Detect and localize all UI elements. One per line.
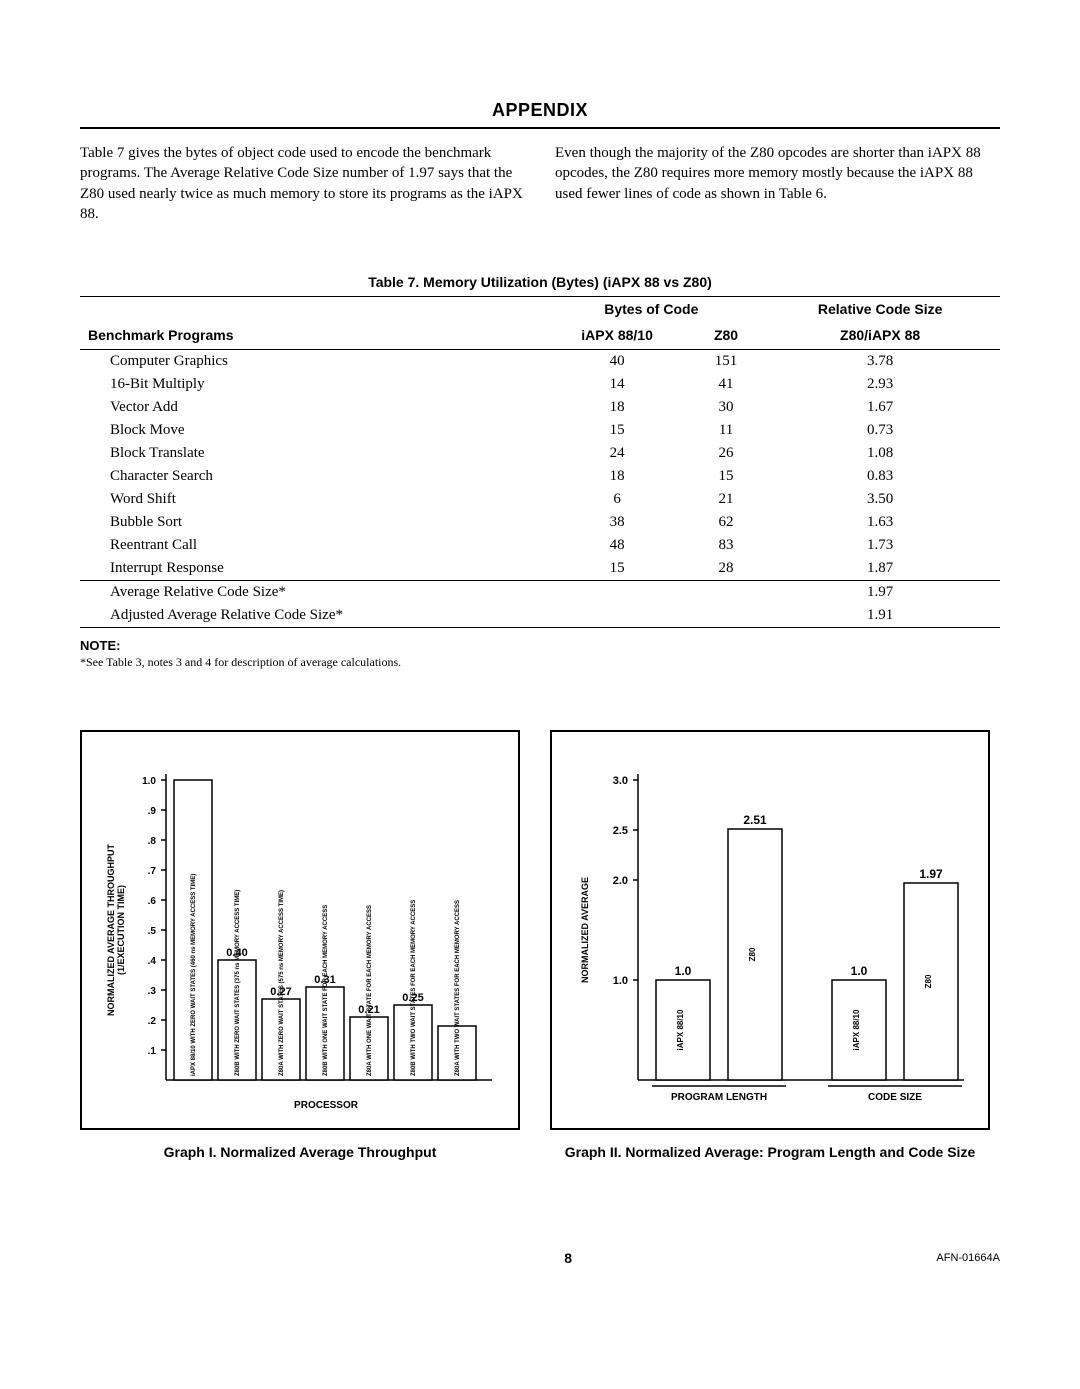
graph1-box: .1 .2 .3 .4 .5 .6 .7 .8 .9 1.0 NORMALIZED AVERAGE …	[80, 730, 520, 1130]
svg-text:3.0: 3.0	[613, 775, 628, 787]
table7-caption: Table 7. Memory Utilization (Bytes) (iAP…	[80, 274, 1000, 290]
table-row: Character Search18150.83	[80, 465, 1000, 488]
svg-text:1.0: 1.0	[851, 964, 868, 978]
table-row: Vector Add18301.67	[80, 396, 1000, 419]
doc-code: AFN-01664A	[936, 1252, 1000, 1264]
svg-text:.7: .7	[148, 866, 157, 877]
svg-text:.9: .9	[148, 806, 157, 817]
svg-text:2.51: 2.51	[743, 813, 767, 827]
graph1-svg: .1 .2 .3 .4 .5 .6 .7 .8 .9 1.0 NORMALIZED AVERAGE …	[96, 750, 506, 1120]
table-row: 16-Bit Multiply14412.93	[80, 373, 1000, 396]
table-row: Block Translate24261.08	[80, 442, 1000, 465]
intro-left: Table 7 gives the bytes of object code u…	[80, 143, 525, 224]
intro-paragraphs: Table 7 gives the bytes of object code u…	[80, 143, 1000, 224]
graph1-wrapper: .1 .2 .3 .4 .5 .6 .7 .8 .9 1.0 NORMALIZED AVERAGE …	[80, 730, 520, 1160]
svg-text:1.97: 1.97	[919, 867, 943, 881]
svg-text:.4: .4	[148, 956, 157, 967]
page-footer: 8 AFN-01664A	[80, 1250, 1000, 1266]
table-row: Interrupt Response15281.87	[80, 557, 1000, 581]
svg-text:.8: .8	[148, 836, 157, 847]
th-relsize-top: Relative Code Size	[760, 297, 1000, 324]
graph2-box: 1.0 2.0 2.5 3.0 NORMALIZED AVERAGE 1.0 iAPX 88…	[550, 730, 990, 1130]
th-relsize-bot: Z80/iAPX 88	[760, 323, 1000, 350]
svg-text:Z80A WITH ZERO WAIT STATES (57: Z80A WITH ZERO WAIT STATES (575 ns MEMOR…	[279, 890, 285, 1076]
th-benchmark: Benchmark Programs	[80, 297, 542, 350]
svg-text:.2: .2	[148, 1016, 157, 1027]
table-row: Block Move15110.73	[80, 419, 1000, 442]
graph2-caption: Graph II. Normalized Average: Program Le…	[550, 1144, 990, 1160]
appendix-heading: APPENDIX	[80, 100, 1000, 127]
note-body: *See Table 3, notes 3 and 4 for descript…	[80, 655, 1000, 670]
svg-text:Z80: Z80	[924, 974, 933, 988]
th-z80: Z80	[692, 323, 760, 350]
svg-text:2.5: 2.5	[613, 825, 628, 837]
svg-text:1.0: 1.0	[613, 975, 628, 987]
svg-text:.5: .5	[148, 926, 157, 937]
table-row: Computer Graphics401513.78	[80, 350, 1000, 374]
svg-text:CODE SIZE: CODE SIZE	[868, 1092, 922, 1103]
svg-text:Z80B WITH ONE WAIT STATE FOR E: Z80B WITH ONE WAIT STATE FOR EACH MEMORY…	[323, 905, 329, 1076]
table-row: Average Relative Code Size*1.97	[80, 581, 1000, 605]
svg-text:.1: .1	[148, 1046, 157, 1057]
svg-text:.3: .3	[148, 986, 157, 997]
svg-text:Z80A WITH ONE WAIT STATE FOR E: Z80A WITH ONE WAIT STATE FOR EACH MEMORY…	[367, 905, 373, 1076]
svg-text:1.0: 1.0	[675, 964, 692, 978]
svg-text:Z80B WITH ZERO WAIT STATES (37: Z80B WITH ZERO WAIT STATES (375 ns MEMOR…	[235, 890, 241, 1076]
th-bytes-group: Bytes of Code	[542, 297, 760, 324]
table7: Benchmark Programs Bytes of Code Relativ…	[80, 296, 1000, 628]
graph2-caption-text: Graph II. Normalized Average: Program Le…	[565, 1144, 975, 1160]
svg-text:NORMALIZED AVERAGE THROUGHPUT(: NORMALIZED AVERAGE THROUGHPUT(1/EXECUTIO…	[106, 844, 126, 1017]
page-number: 8	[564, 1250, 572, 1266]
th-iapx: iAPX 88/10	[542, 323, 691, 350]
table-row: Bubble Sort38621.63	[80, 511, 1000, 534]
svg-text:PROGRAM LENGTH: PROGRAM LENGTH	[671, 1092, 767, 1103]
svg-text:Z80: Z80	[748, 947, 757, 961]
svg-text:.6: .6	[148, 896, 157, 907]
graph1-caption: Graph I. Normalized Average Throughput	[80, 1144, 520, 1160]
table-row: Word Shift6213.50	[80, 488, 1000, 511]
svg-text:Z80A WITH TWO WAIT STATES FOR: Z80A WITH TWO WAIT STATES FOR EACH MEMOR…	[455, 900, 461, 1076]
table-row: Reentrant Call48831.73	[80, 534, 1000, 557]
intro-right: Even though the majority of the Z80 opco…	[555, 143, 1000, 224]
svg-text:iAPX 88/10: iAPX 88/10	[852, 1009, 861, 1050]
svg-text:2.0: 2.0	[613, 875, 628, 887]
note-header: NOTE:	[80, 638, 1000, 653]
svg-text:iAPX 88/10 WITH ZERO WAIT STAT: iAPX 88/10 WITH ZERO WAIT STATES (460 ns…	[191, 874, 197, 1076]
table-row: Adjusted Average Relative Code Size*1.91	[80, 604, 1000, 628]
svg-text:PROCESSOR: PROCESSOR	[294, 1100, 359, 1111]
graph2-wrapper: 1.0 2.0 2.5 3.0 NORMALIZED AVERAGE 1.0 iAPX 88…	[550, 730, 990, 1160]
graph2-svg: 1.0 2.0 2.5 3.0 NORMALIZED AVERAGE 1.0 iAPX 88…	[566, 750, 976, 1120]
svg-text:NORMALIZED AVERAGE: NORMALIZED AVERAGE	[580, 877, 590, 983]
svg-text:1.0: 1.0	[142, 776, 156, 787]
svg-text:Z80B WITH TWO WAIT STATES FOR: Z80B WITH TWO WAIT STATES FOR EACH MEMOR…	[411, 900, 417, 1076]
svg-text:iAPX 88/10: iAPX 88/10	[676, 1009, 685, 1050]
heading-rule	[80, 127, 1000, 129]
